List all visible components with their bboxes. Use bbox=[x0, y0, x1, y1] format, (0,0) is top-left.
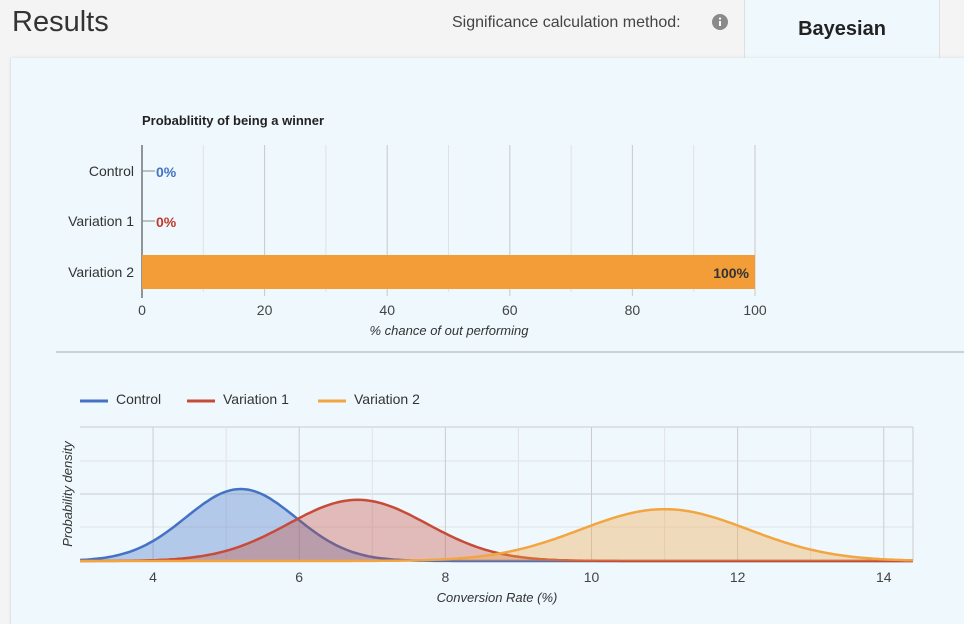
bar-x-tick-label: 0 bbox=[138, 302, 146, 318]
bar-value-label: 0% bbox=[156, 164, 177, 180]
density-x-tick-label: 4 bbox=[149, 569, 157, 585]
density-x-tick-label: 10 bbox=[584, 569, 600, 585]
bar-category-label: Variation 2 bbox=[68, 264, 134, 280]
density-area bbox=[80, 499, 913, 561]
bar-category-label: Variation 1 bbox=[68, 213, 134, 229]
bar-category-label: Control bbox=[89, 163, 134, 179]
page-title: Results bbox=[12, 6, 109, 38]
bar-value-label: 0% bbox=[156, 214, 177, 230]
density-x-axis-label: Conversion Rate (%) bbox=[437, 590, 558, 605]
bar-chart-title: Probablitity of being a winner bbox=[142, 113, 324, 128]
bar bbox=[142, 255, 755, 289]
density-area bbox=[80, 509, 913, 561]
tab-edge bbox=[940, 0, 964, 58]
bar-x-axis-label: % chance of out performing bbox=[370, 323, 530, 338]
density-legend: Control Variation 1 Variation 2 bbox=[80, 391, 420, 407]
density-x-tick-label: 12 bbox=[730, 569, 746, 585]
legend-label: Control bbox=[116, 391, 161, 407]
bar-x-tick-label: 60 bbox=[502, 302, 518, 318]
bar-value-label: 100% bbox=[713, 265, 749, 281]
bar-x-tick-label: 80 bbox=[625, 302, 641, 318]
tab-bayesian[interactable]: Bayesian bbox=[744, 0, 940, 58]
bar-x-tick-label: 100 bbox=[743, 302, 767, 318]
legend-label: Variation 2 bbox=[354, 391, 420, 407]
density-line bbox=[80, 507, 913, 563]
bar-x-tick-labels: 0 20 40 60 80 100 bbox=[138, 302, 767, 318]
bar-category-labels: Control Variation 1 Variation 2 bbox=[68, 163, 134, 280]
density-areas bbox=[79, 487, 913, 563]
density-x-tick-label: 14 bbox=[876, 569, 892, 585]
bar-x-tick-label: 40 bbox=[379, 302, 395, 318]
density-x-tick-label: 8 bbox=[441, 569, 449, 585]
info-icon[interactable] bbox=[712, 14, 728, 30]
density-grid bbox=[80, 426, 914, 561]
density-line bbox=[80, 498, 913, 563]
legend-label: Variation 1 bbox=[223, 391, 289, 407]
header: Results Significance calculation method:… bbox=[0, 0, 964, 58]
density-y-axis-label: Probability density bbox=[60, 440, 75, 547]
density-area bbox=[80, 489, 913, 561]
bar-x-tick-label: 20 bbox=[257, 302, 273, 318]
bar-marks: 0% 0% 100% bbox=[142, 164, 755, 289]
density-x-tick-label: 6 bbox=[295, 569, 303, 585]
significance-method-label: Significance calculation method: bbox=[452, 14, 681, 31]
density-x-tick-labels: 4 6 8 10 12 14 bbox=[149, 569, 892, 585]
